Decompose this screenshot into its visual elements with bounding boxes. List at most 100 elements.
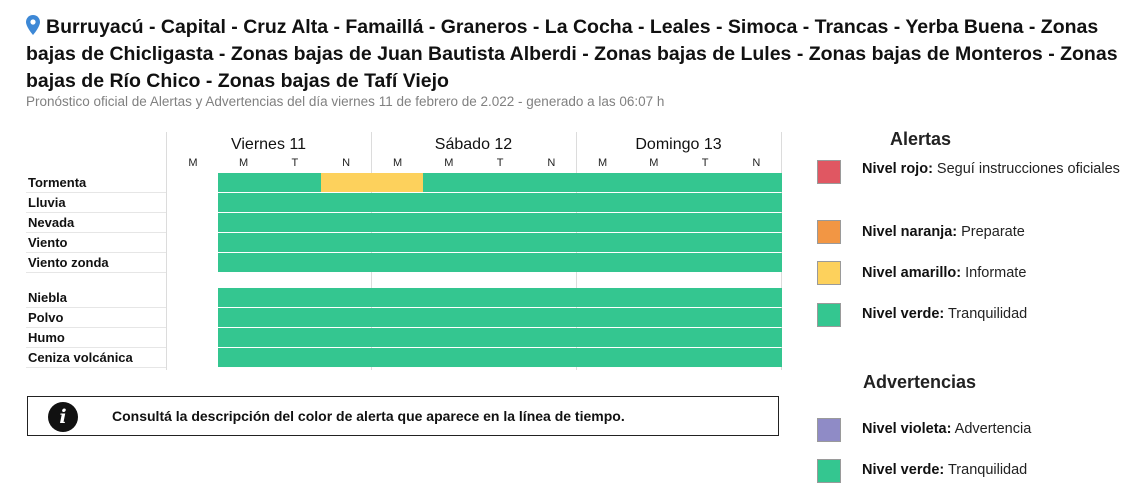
timeline-cell[interactable] [474, 348, 527, 367]
timeline-cell[interactable] [474, 328, 527, 347]
timeline-cell[interactable] [320, 213, 373, 232]
timeline-cell[interactable] [577, 288, 629, 307]
timeline-cell[interactable] [525, 173, 578, 192]
timeline-cell[interactable] [474, 308, 527, 327]
timeline-cell[interactable] [320, 328, 373, 347]
timeline-cell[interactable] [730, 173, 782, 192]
timeline-cell[interactable] [525, 213, 578, 232]
timeline-cell[interactable] [218, 213, 270, 232]
timeline-cell[interactable] [269, 308, 321, 327]
timeline-cell[interactable] [679, 328, 732, 347]
timeline-cell[interactable] [218, 288, 270, 307]
timeline-cell[interactable] [269, 348, 321, 367]
timeline-cell[interactable] [474, 253, 527, 272]
timeline-cell[interactable] [372, 233, 424, 252]
timeline-cell[interactable] [679, 308, 732, 327]
timeline-cell[interactable] [269, 328, 321, 347]
timeline-cell[interactable] [628, 173, 680, 192]
timeline-cell[interactable] [474, 288, 527, 307]
timeline-cell[interactable] [628, 308, 680, 327]
timeline-cell[interactable] [320, 193, 373, 212]
timeline-cell[interactable] [269, 253, 321, 272]
timeline-cell[interactable] [269, 193, 321, 212]
timeline-cell[interactable] [628, 348, 680, 367]
timeline-cell[interactable] [320, 308, 373, 327]
timeline-cell[interactable] [730, 233, 782, 252]
timeline-cell[interactable] [218, 233, 270, 252]
timeline-cell[interactable] [525, 233, 578, 252]
timeline-cell[interactable] [730, 288, 782, 307]
timeline-cell[interactable] [423, 348, 475, 367]
timeline-cell[interactable] [372, 193, 424, 212]
timeline-cell[interactable] [423, 173, 475, 192]
timeline-cell[interactable] [320, 348, 373, 367]
timeline-cell[interactable] [577, 308, 629, 327]
timeline-cell[interactable] [577, 253, 629, 272]
timeline-cell[interactable] [628, 193, 680, 212]
timeline-cell[interactable] [679, 288, 732, 307]
timeline-cell[interactable] [628, 213, 680, 232]
timeline-cell[interactable] [525, 308, 578, 327]
timeline-cell[interactable] [269, 233, 321, 252]
timeline-cell[interactable] [577, 213, 629, 232]
timeline-cell[interactable] [577, 328, 629, 347]
timeline-cell[interactable] [577, 233, 629, 252]
timeline-cell[interactable] [320, 253, 373, 272]
timeline-cell[interactable] [628, 328, 680, 347]
timeline-cell[interactable] [218, 348, 270, 367]
timeline-cell[interactable] [372, 348, 424, 367]
timeline-cell[interactable] [372, 213, 424, 232]
timeline-cell[interactable] [218, 328, 270, 347]
timeline-cell[interactable] [474, 233, 527, 252]
period-label: N [342, 157, 351, 169]
timeline-cell[interactable] [679, 253, 732, 272]
timeline-cell[interactable] [372, 288, 424, 307]
timeline-cell[interactable] [372, 253, 424, 272]
timeline-cell[interactable] [423, 308, 475, 327]
timeline-cell[interactable] [525, 348, 578, 367]
timeline-cell[interactable] [218, 253, 270, 272]
timeline-cell[interactable] [320, 288, 373, 307]
timeline-cell[interactable] [269, 173, 321, 192]
timeline-cell[interactable] [423, 328, 475, 347]
timeline-cell[interactable] [730, 328, 782, 347]
timeline-cell[interactable] [474, 193, 527, 212]
timeline-cell[interactable] [679, 348, 732, 367]
timeline-cell[interactable] [577, 348, 629, 367]
timeline-cell[interactable] [423, 288, 475, 307]
timeline-cell[interactable] [577, 173, 629, 192]
timeline-cell[interactable] [372, 173, 424, 192]
timeline-cell[interactable] [218, 193, 270, 212]
timeline-cell[interactable] [730, 193, 782, 212]
timeline-cell[interactable] [372, 308, 424, 327]
timeline-cell[interactable] [628, 288, 680, 307]
timeline-cell[interactable] [525, 288, 578, 307]
timeline-cell[interactable] [525, 328, 578, 347]
timeline-cell[interactable] [679, 213, 732, 232]
timeline-cell[interactable] [730, 308, 782, 327]
timeline-cell[interactable] [730, 348, 782, 367]
timeline-cell[interactable] [730, 213, 782, 232]
timeline-cell[interactable] [730, 253, 782, 272]
timeline-cell[interactable] [320, 173, 373, 192]
timeline-cell[interactable] [525, 253, 578, 272]
timeline-cell[interactable] [269, 213, 321, 232]
timeline-cell[interactable] [679, 193, 732, 212]
timeline-cell[interactable] [474, 173, 527, 192]
timeline-cell[interactable] [423, 193, 475, 212]
timeline-cell[interactable] [628, 233, 680, 252]
timeline-cell[interactable] [218, 308, 270, 327]
timeline-cell[interactable] [679, 173, 732, 192]
timeline-cell[interactable] [320, 233, 373, 252]
timeline-cell[interactable] [679, 233, 732, 252]
timeline-cell[interactable] [628, 253, 680, 272]
timeline-cell[interactable] [423, 213, 475, 232]
timeline-cell[interactable] [577, 193, 629, 212]
timeline-cell[interactable] [474, 213, 527, 232]
timeline-cell[interactable] [218, 173, 270, 192]
timeline-cell[interactable] [423, 253, 475, 272]
timeline-cell[interactable] [525, 193, 578, 212]
timeline-cell[interactable] [423, 233, 475, 252]
timeline-cell[interactable] [269, 288, 321, 307]
timeline-cell[interactable] [372, 328, 424, 347]
